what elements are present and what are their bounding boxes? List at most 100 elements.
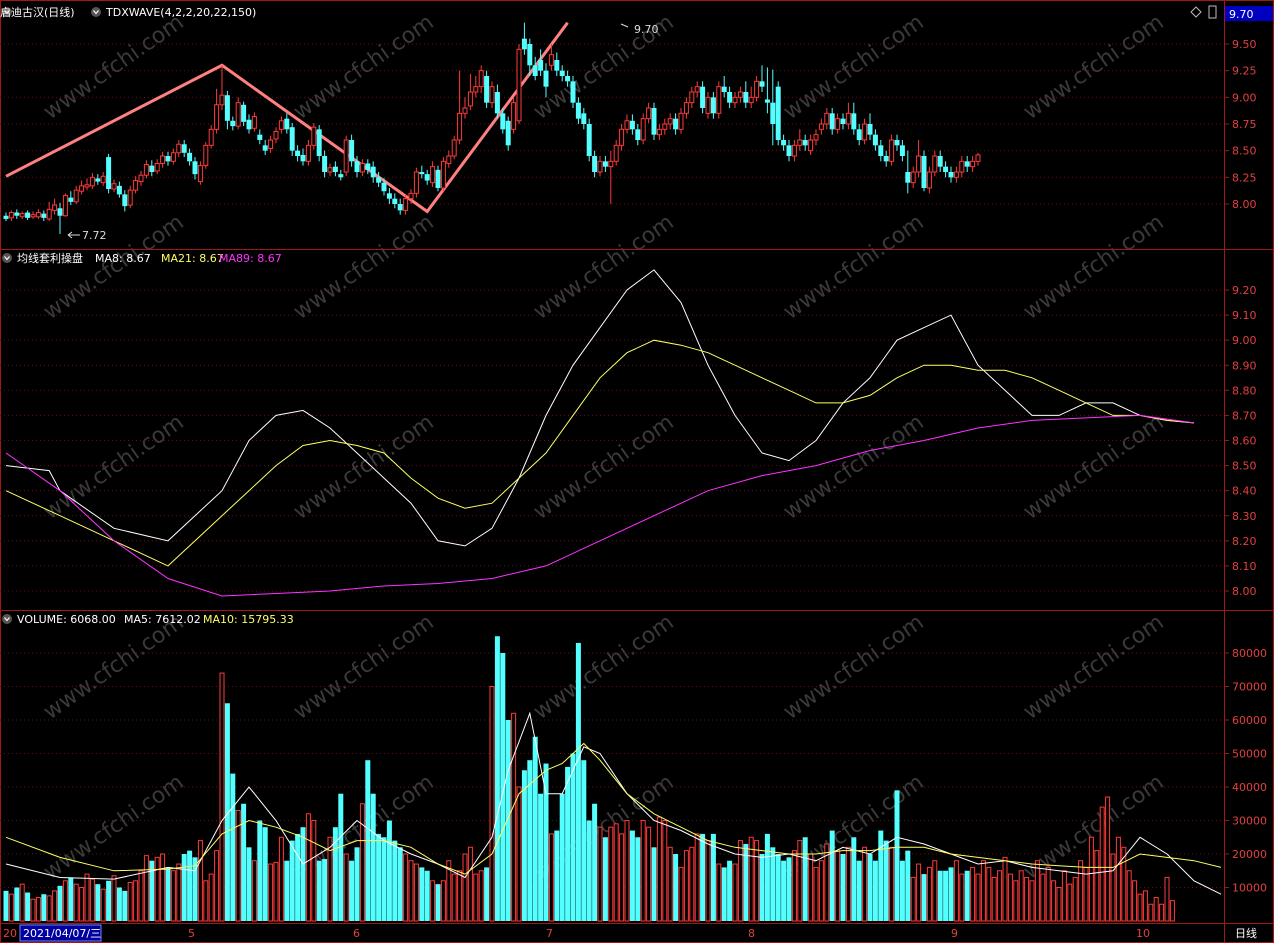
volume-bar	[916, 863, 922, 922]
volume-bar	[721, 867, 727, 921]
volume-bar	[170, 870, 176, 922]
ma-title: 均线套利操盘	[17, 251, 83, 265]
volume-bar	[926, 866, 932, 922]
volume-bar	[1002, 856, 1008, 922]
candle	[943, 161, 949, 178]
candle	[894, 134, 900, 151]
volume-bar	[359, 803, 365, 922]
candle	[408, 189, 414, 204]
volume-bar	[25, 892, 31, 921]
volume-bar	[160, 853, 166, 922]
volume-bar	[295, 833, 301, 921]
candle	[8, 210, 14, 222]
volume-collapse-icon[interactable]	[2, 614, 12, 624]
volume-bar	[1061, 870, 1067, 922]
ma-axis-tick: 8.40	[1232, 485, 1257, 498]
volume-bar	[349, 860, 355, 921]
volume-bar	[262, 827, 268, 921]
volume-bar	[1067, 883, 1073, 922]
candle	[100, 172, 106, 186]
candle	[559, 65, 565, 82]
candle	[824, 108, 830, 130]
candle	[683, 97, 689, 119]
volume-bar	[489, 686, 495, 922]
volume-bar	[257, 820, 263, 921]
volume-bar	[462, 853, 468, 922]
volume-bar	[1159, 903, 1165, 922]
ma-axis-tick: 8.30	[1232, 510, 1257, 523]
volume-bar	[413, 863, 419, 922]
volume-ma5-label: MA5: 7612.02	[124, 613, 201, 626]
volume-bar	[764, 833, 770, 921]
volume-bar	[192, 857, 198, 921]
candle	[257, 129, 263, 145]
volume-bar	[613, 823, 619, 922]
candle	[386, 188, 392, 204]
candle	[748, 86, 754, 108]
volume-bar	[505, 720, 511, 921]
period-label[interactable]: 日线	[1235, 926, 1257, 940]
candle	[89, 173, 95, 190]
candle	[365, 159, 371, 175]
volume-bar	[1013, 880, 1019, 922]
candle	[268, 135, 274, 153]
candle	[511, 97, 517, 134]
candle	[197, 161, 203, 185]
volume-bar	[786, 857, 792, 921]
volume-bar	[397, 847, 403, 921]
diamond-icon[interactable]	[1190, 6, 1202, 18]
ma-axis-tick: 8.90	[1232, 359, 1257, 372]
volume-bar	[305, 813, 311, 922]
price-axis-tick: 8.25	[1232, 171, 1257, 184]
volume-bar	[224, 703, 230, 921]
candle	[176, 140, 182, 158]
candle	[413, 167, 419, 198]
volume-bar	[127, 881, 133, 922]
volume-bar	[770, 847, 776, 921]
volume-bar	[235, 809, 241, 922]
candle	[975, 152, 981, 166]
candle	[214, 88, 220, 134]
candle	[68, 191, 74, 206]
volume-bar	[176, 863, 182, 922]
window-icon[interactable]	[1208, 5, 1217, 19]
candle	[79, 180, 85, 195]
candle	[910, 166, 916, 188]
candle	[462, 97, 468, 119]
price-axis-tick: 8.50	[1232, 145, 1257, 158]
volume-bar	[932, 860, 938, 922]
candle	[154, 159, 160, 175]
volume-bar	[473, 873, 479, 922]
volume-bar	[629, 830, 635, 921]
volume-bar	[678, 866, 684, 922]
volume-bar	[1105, 796, 1111, 922]
volume-bar	[316, 860, 322, 921]
volume-title: VOLUME: 6068.00	[17, 613, 116, 626]
volume-bar	[921, 874, 927, 921]
candle	[332, 161, 338, 177]
ma-axis-tick: 8.50	[1232, 460, 1257, 473]
candle	[170, 148, 176, 165]
collapse-icon[interactable]	[2, 7, 12, 17]
volume-bar	[991, 876, 997, 922]
volume-bar	[759, 854, 765, 921]
ma-axis-tick: 8.60	[1232, 435, 1257, 448]
candle	[489, 81, 495, 108]
volume-bar	[3, 890, 9, 921]
candle	[46, 201, 52, 222]
volume-bar	[273, 861, 279, 922]
ma-collapse-icon[interactable]	[2, 253, 12, 263]
indicator-menu-icon[interactable]	[91, 7, 101, 17]
volume-bar	[597, 826, 603, 922]
volume-bar	[872, 860, 878, 921]
volume-bar	[370, 793, 376, 921]
volume-bar	[230, 773, 236, 921]
candle	[932, 150, 938, 177]
candle	[241, 101, 247, 127]
volume-bar	[1029, 880, 1035, 922]
volume-bar	[1164, 876, 1170, 922]
volume-bar	[203, 880, 209, 922]
volume-bar	[440, 880, 446, 922]
volume-bar	[791, 850, 797, 922]
